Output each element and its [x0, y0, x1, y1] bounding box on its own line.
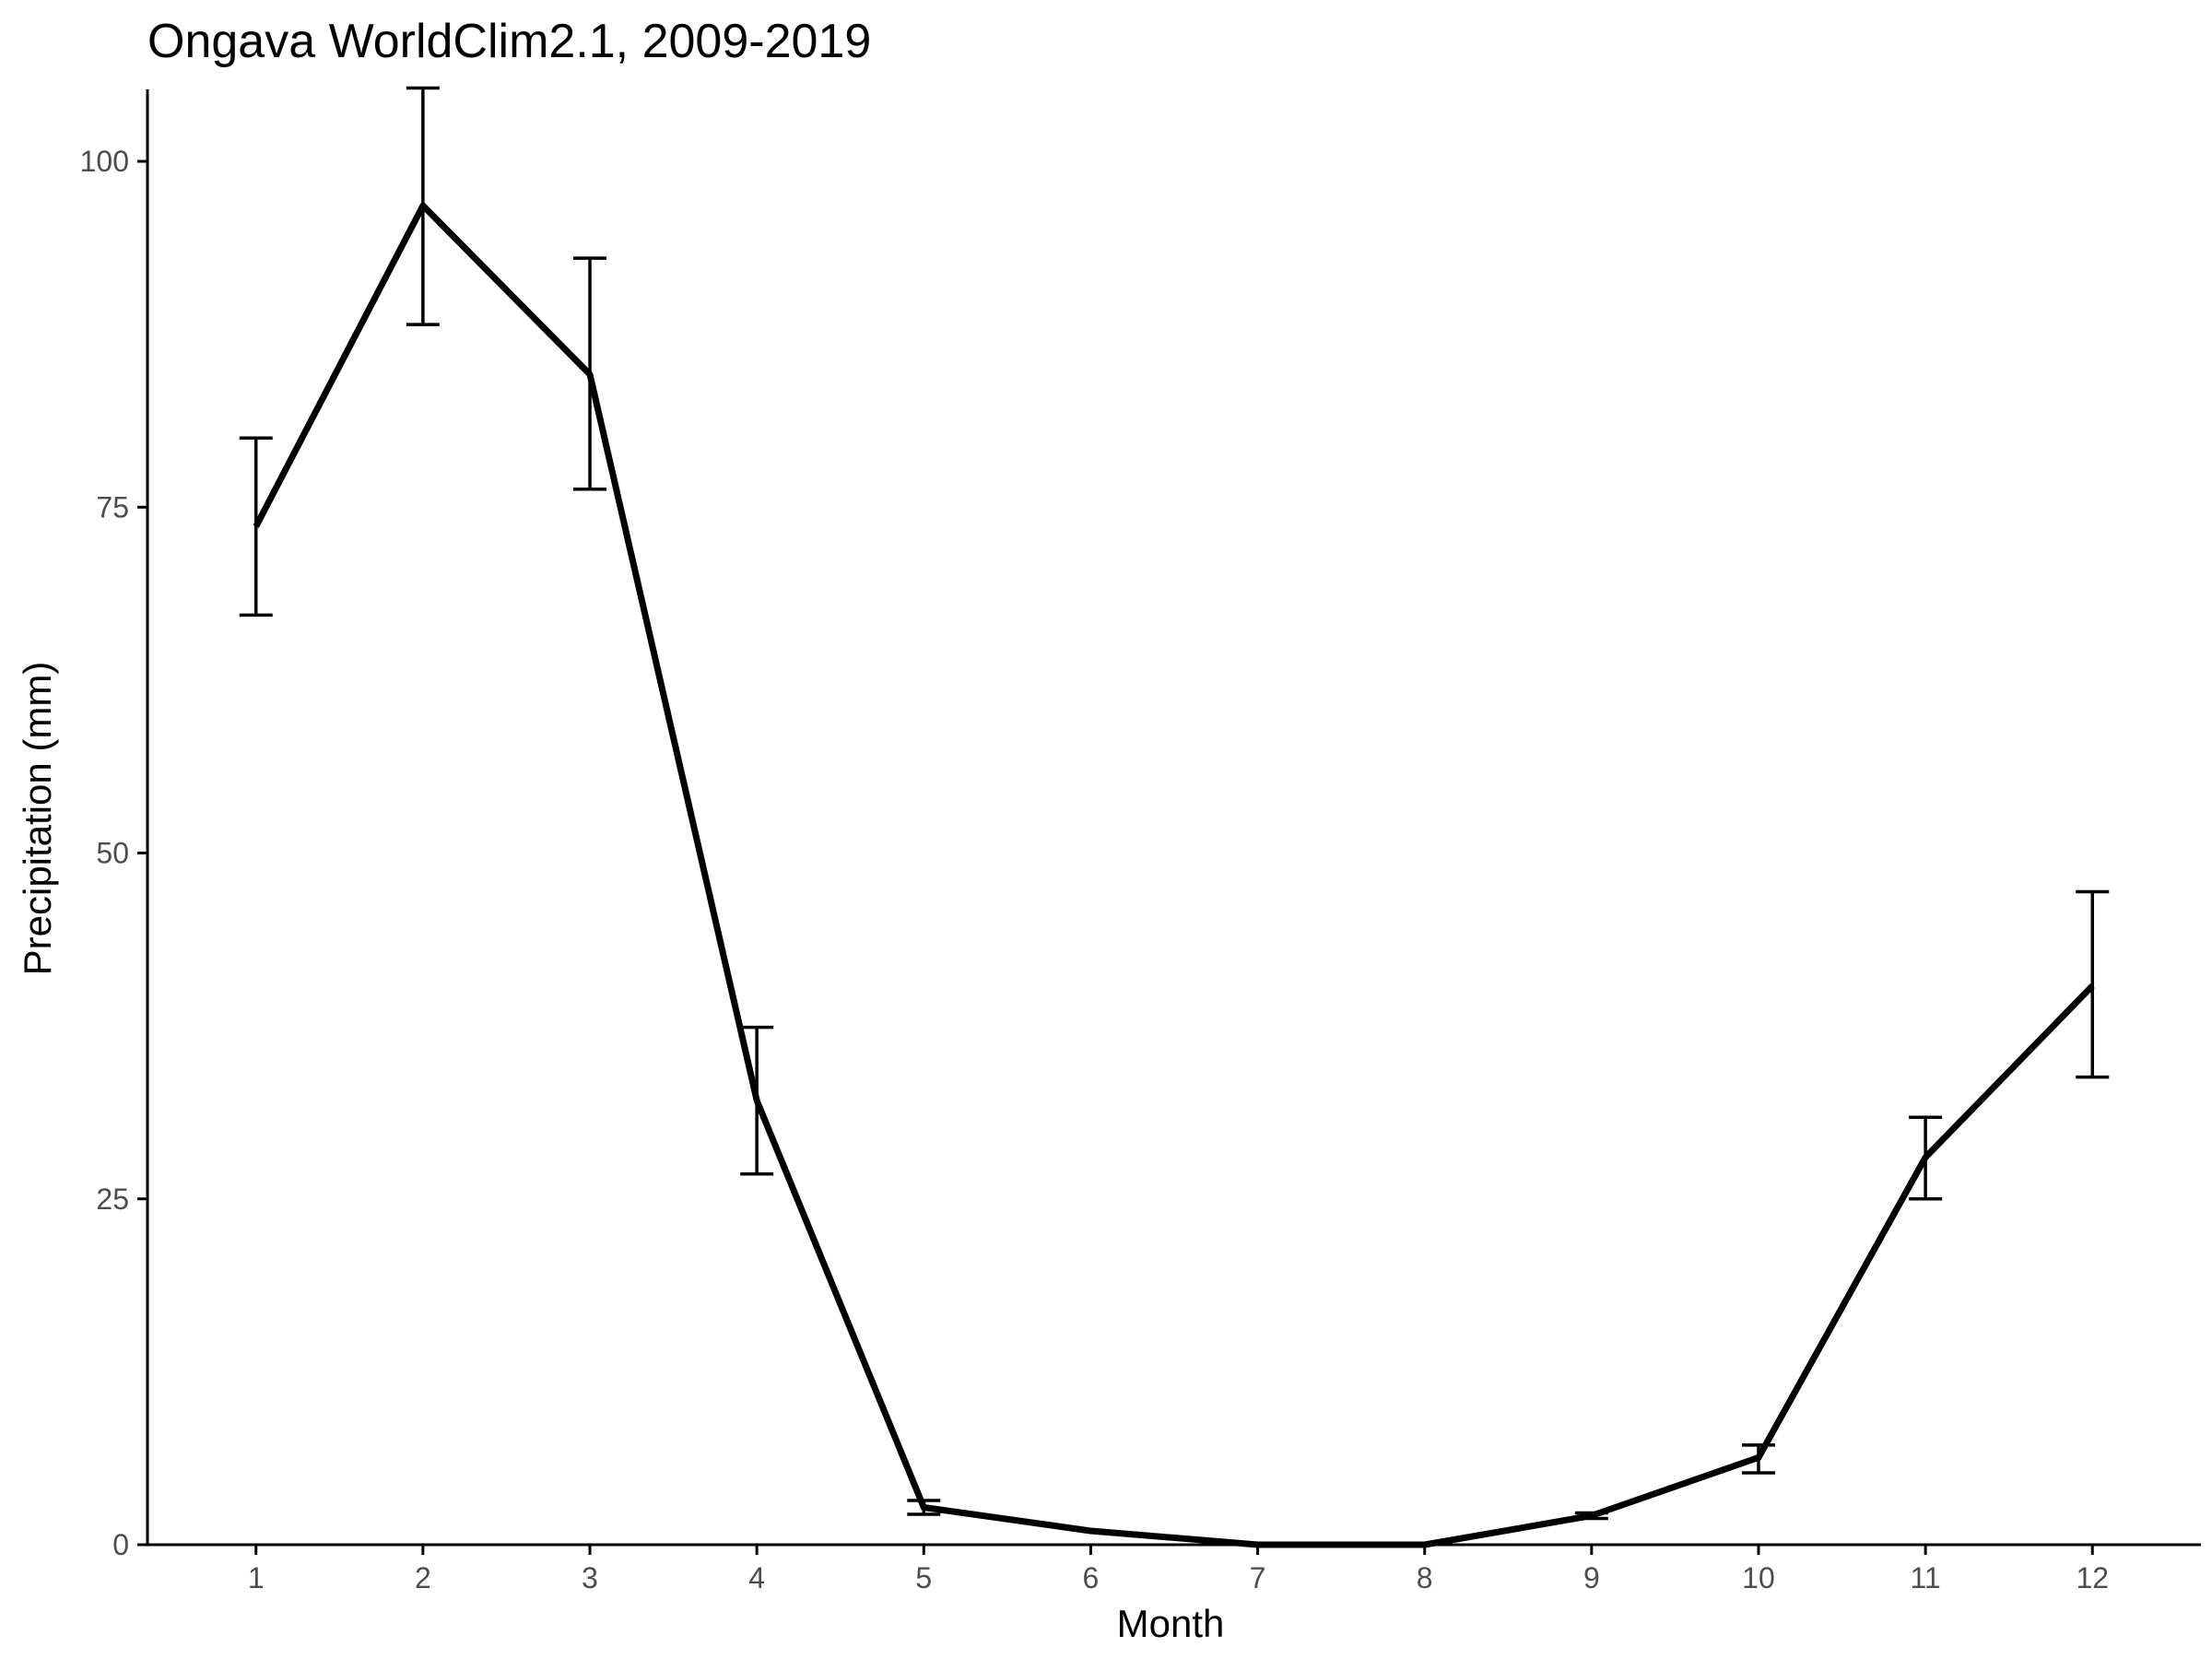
error-bar: [2076, 889, 2110, 1079]
x-tick-label: 2: [415, 1561, 431, 1594]
x-tick-label: 12: [2076, 1561, 2109, 1594]
axes: [146, 89, 2201, 1547]
x-tick-label: 8: [1417, 1561, 1433, 1594]
x-tick-label: 7: [1250, 1561, 1266, 1594]
x-tick-label: 3: [582, 1561, 598, 1594]
y-tick-label: 0: [112, 1528, 129, 1561]
x-axis-title: Month: [1117, 1602, 1225, 1645]
y-tick-label: 100: [80, 145, 129, 178]
x-tick-label: 6: [1083, 1561, 1100, 1594]
y-tick-label: 50: [96, 837, 129, 870]
y-axis-title: Precipitation (mm): [16, 662, 59, 976]
chart-title: Ongava WorldClim2.1, 2009-2019: [147, 15, 871, 68]
y-tick-label: 25: [96, 1182, 129, 1216]
x-tick-label: 5: [915, 1561, 932, 1594]
x-tick-label: 4: [748, 1561, 765, 1594]
x-tick-label: 10: [1742, 1561, 1775, 1594]
tick-marks: [137, 159, 2094, 1555]
y-tick-label: 75: [96, 490, 129, 524]
x-tick-label: 9: [1583, 1561, 1600, 1594]
series-group: [253, 202, 2095, 1548]
series-line: [253, 202, 2095, 1548]
x-tick-label: 11: [1911, 1561, 1941, 1594]
x-tick-label: 1: [248, 1561, 265, 1594]
